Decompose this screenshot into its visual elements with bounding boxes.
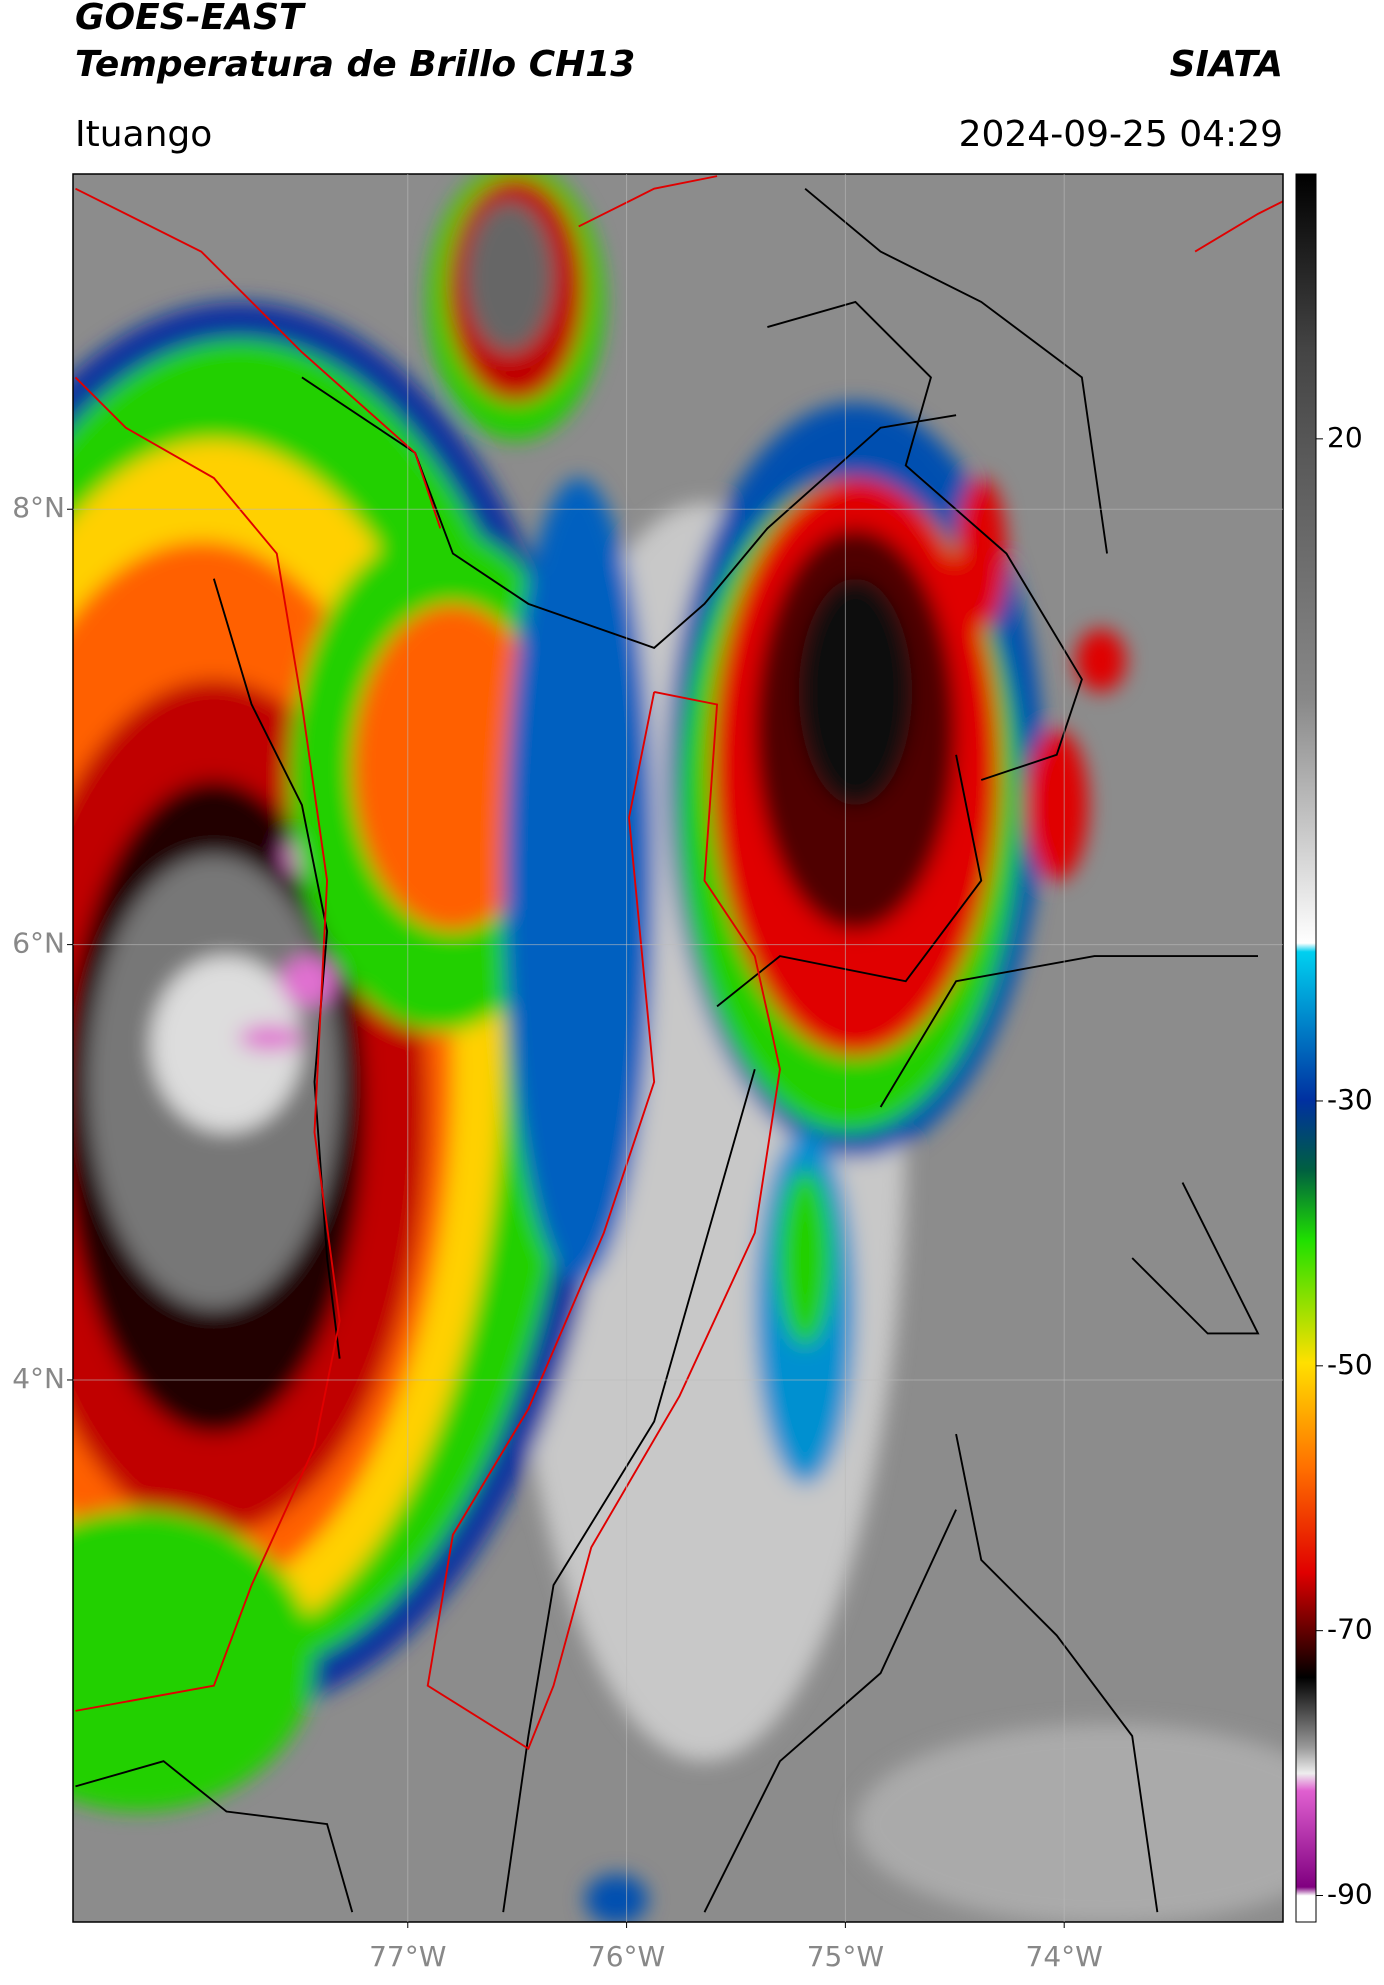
datetime: 2024-09-25 04:29 [959,114,1283,155]
y-tick-label: 4°N [12,1362,65,1395]
satellite-image [73,174,1283,1922]
location: Ituango [75,114,212,155]
colorbar-tick-label: -50 [1327,1348,1373,1381]
subtitle: Temperatura de Brillo CH13 [75,44,635,85]
x-tick-label: 75°W [807,1940,884,1973]
colorbar [1295,173,1317,1923]
x-tick-label: 74°W [1026,1940,1103,1973]
colorbar-tick-label: -90 [1327,1878,1373,1911]
colorbar-tick-label: -30 [1327,1083,1373,1116]
colorbar-tick-label: -70 [1327,1613,1373,1646]
y-tick-label: 8°N [12,491,65,524]
y-tick-label: 6°N [12,927,65,960]
source: SIATA [1170,44,1283,85]
title: GOES-EAST [75,0,306,38]
x-tick-label: 77°W [369,1940,446,1973]
colorbar-tick-label: 20 [1327,421,1363,454]
map-frame [72,173,1284,1923]
x-tick-label: 76°W [588,1940,665,1973]
